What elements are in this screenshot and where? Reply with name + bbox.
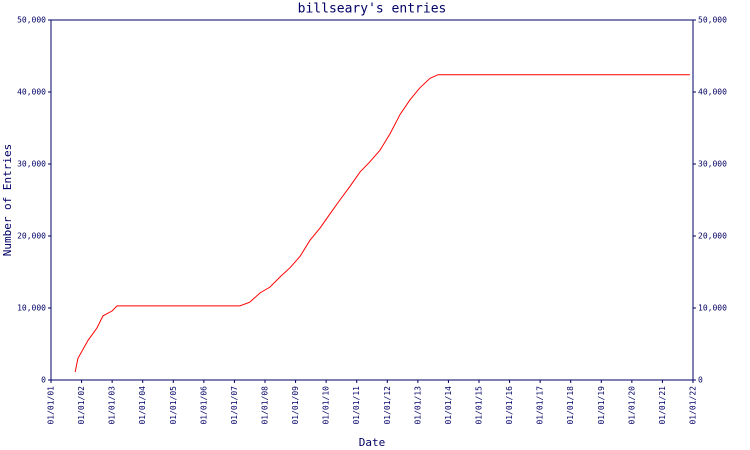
x-tick-label: 01/01/19 [597, 386, 606, 425]
x-tick-label: 01/01/22 [689, 386, 698, 425]
y-tick-label: 10,000 [17, 304, 46, 313]
y-tick-label: 30,000 [17, 160, 46, 169]
x-tick-label: 01/01/16 [505, 386, 514, 425]
x-tick-label: 01/01/21 [658, 386, 667, 425]
x-tick-label: 01/01/14 [444, 386, 453, 425]
chart-title: billseary's entries [298, 2, 447, 17]
y2-tick-label: 50,000 [698, 16, 727, 25]
plot-frame [50, 19, 694, 381]
x-axis-label: Date [359, 436, 386, 449]
x-tick-label: 01/01/01 [47, 386, 56, 425]
x-tick-label: 01/01/09 [291, 386, 300, 425]
y-tick-label: 0 [41, 376, 46, 385]
x-tick-label: 01/01/12 [383, 386, 392, 425]
y-tick-label: 20,000 [17, 232, 46, 241]
x-tick-label: 01/01/05 [169, 386, 178, 425]
x-tick-label: 01/01/15 [475, 386, 484, 425]
x-tick-label: 01/01/20 [627, 386, 636, 425]
y2-tick-label: 20,000 [698, 232, 727, 241]
y-axis-label: Number of Entries [1, 144, 14, 257]
x-tick-label: 01/01/04 [138, 386, 147, 425]
y2-tick-label: 40,000 [698, 88, 727, 97]
x-tick-label: 01/01/10 [322, 386, 331, 425]
x-tick-label: 01/01/06 [199, 386, 208, 425]
y-tick-label: 50,000 [17, 16, 46, 25]
y2-tick-label: 10,000 [698, 304, 727, 313]
y-tick-label: 40,000 [17, 88, 46, 97]
x-tick-label: 01/01/18 [566, 386, 575, 425]
x-tick-label: 01/01/07 [230, 386, 239, 425]
x-tick-label: 01/01/03 [108, 386, 117, 425]
y2-tick-label: 0 [698, 376, 703, 385]
x-tick-label: 01/01/02 [77, 386, 86, 425]
x-tick-label: 01/01/08 [261, 386, 270, 425]
x-tick-label: 01/01/11 [352, 386, 361, 425]
x-tick-label: 01/01/17 [536, 386, 545, 425]
data-line [74, 74, 690, 373]
x-tick-label: 01/01/13 [413, 386, 422, 425]
y2-tick-label: 30,000 [698, 160, 727, 169]
